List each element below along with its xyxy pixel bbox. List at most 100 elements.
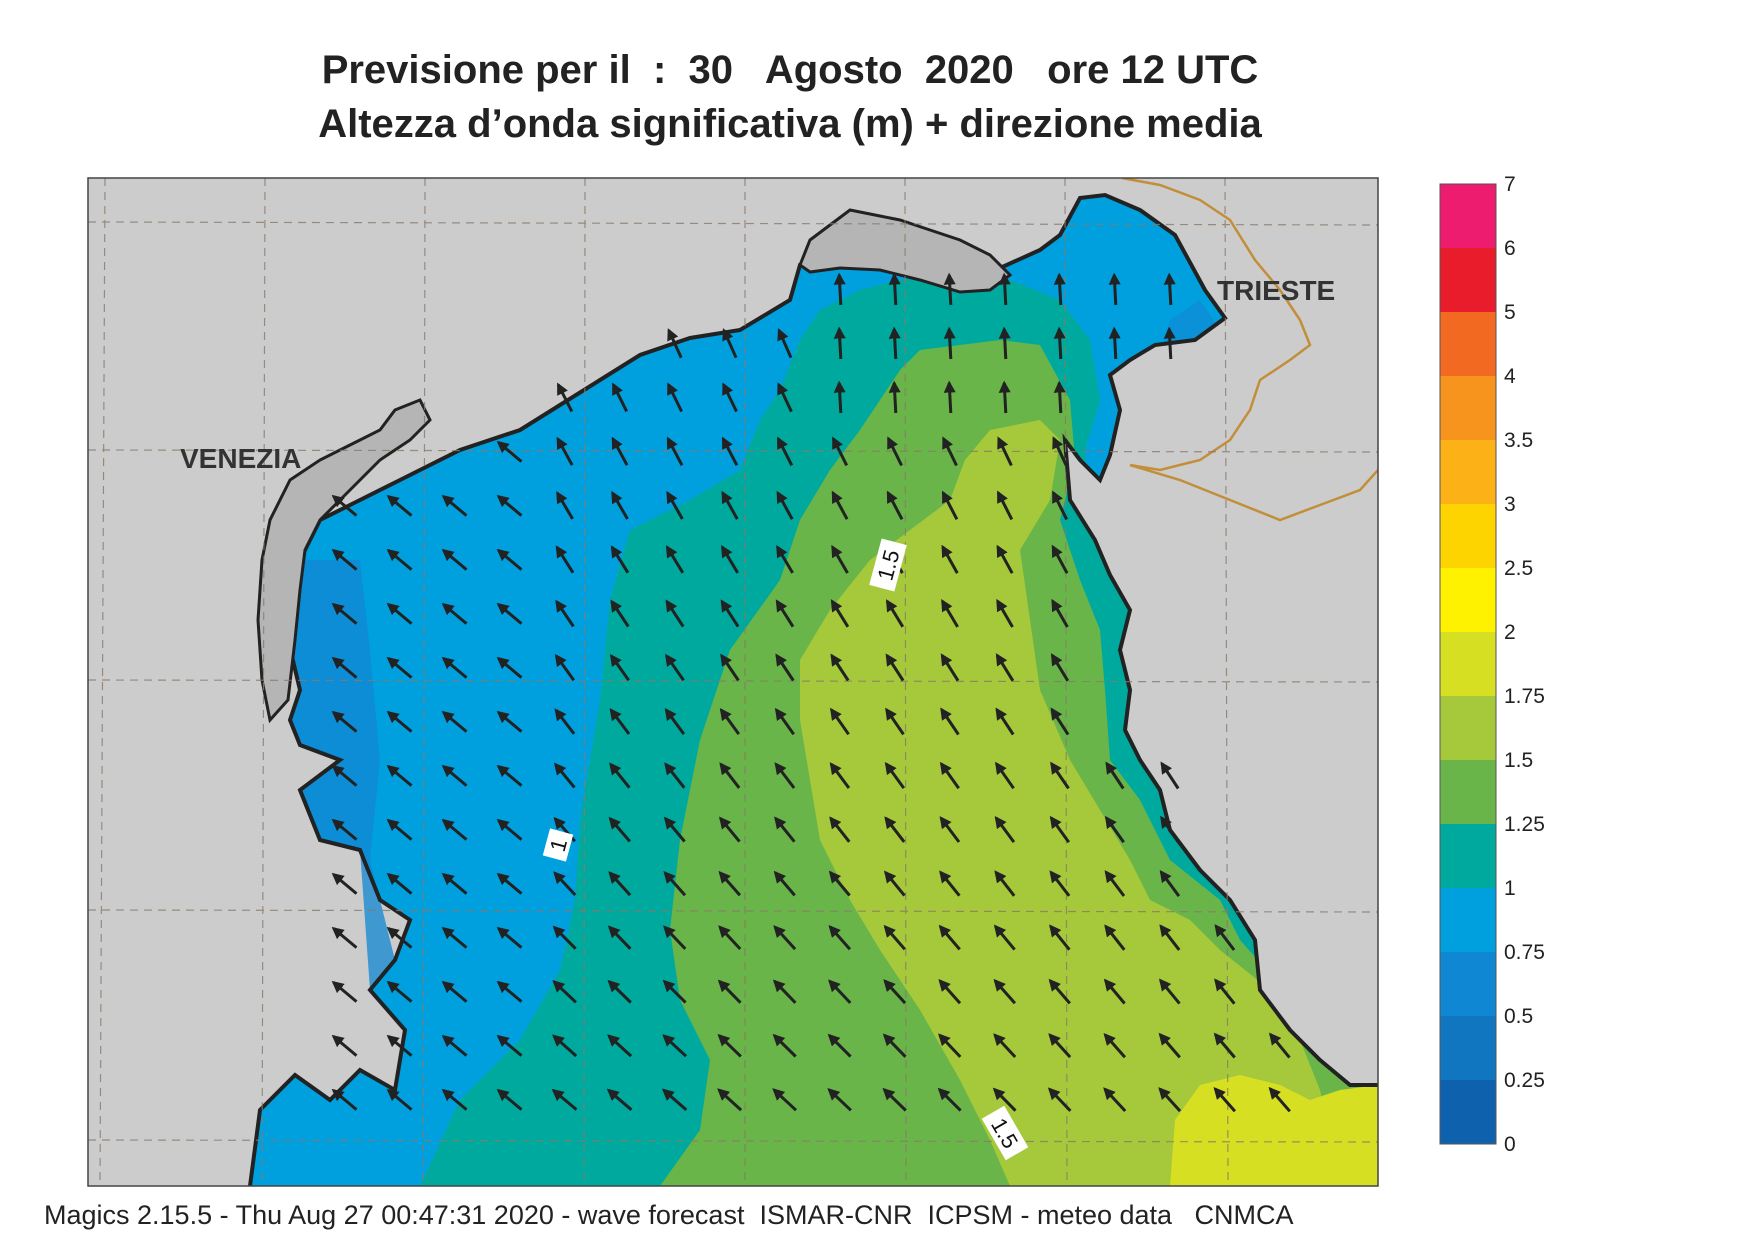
direction-arrow <box>1049 815 1071 844</box>
city-label-trieste: TRIESTE <box>1217 275 1335 306</box>
direction-arrow <box>943 272 956 306</box>
direction-arrow <box>441 1088 468 1111</box>
direction-arrow <box>882 1087 907 1112</box>
direction-arrow <box>609 762 631 789</box>
direction-arrow <box>496 602 523 625</box>
direction-arrow <box>553 871 577 897</box>
legend-swatch <box>1440 504 1496 568</box>
legend-swatch <box>1440 760 1496 824</box>
direction-arrow <box>722 328 738 359</box>
legend-swatch <box>1440 184 1496 248</box>
direction-arrow <box>998 326 1011 360</box>
legend-swatch <box>1440 696 1496 760</box>
direction-arrow <box>721 490 739 520</box>
direction-arrow <box>331 548 358 571</box>
direction-arrow <box>772 1033 797 1058</box>
direction-arrow <box>833 380 846 414</box>
direction-arrow <box>717 1088 743 1112</box>
direction-arrow <box>885 707 905 736</box>
border-line <box>1121 178 1312 472</box>
direction-arrow <box>776 545 794 574</box>
direction-arrow <box>331 818 358 841</box>
legend-swatch <box>1440 568 1496 632</box>
direction-arrow <box>1047 1087 1072 1112</box>
direction-arrow <box>884 816 906 843</box>
direction-arrow <box>331 764 358 787</box>
direction-arrow <box>607 979 632 1004</box>
wave-direction-arrows <box>331 272 1291 1113</box>
direction-arrow <box>551 1088 578 1111</box>
direction-arrow <box>552 925 577 950</box>
direction-arrow <box>941 490 959 520</box>
direction-arrow <box>331 656 358 679</box>
legend-level-label: 0.75 <box>1504 941 1545 964</box>
legend-swatch <box>1440 888 1496 952</box>
direction-arrow <box>552 980 577 1004</box>
direction-arrow <box>609 708 631 735</box>
direction-arrow <box>886 490 904 520</box>
direction-arrow <box>1104 815 1125 844</box>
direction-arrow <box>1103 978 1126 1005</box>
direction-arrow <box>386 1088 413 1111</box>
direction-arrow <box>386 872 413 895</box>
direction-arrow <box>611 490 629 520</box>
direction-arrow <box>556 382 574 413</box>
direction-arrow <box>331 494 358 517</box>
direction-arrow <box>554 653 576 682</box>
direction-arrow <box>662 1034 688 1058</box>
legend-swatch <box>1440 1016 1496 1080</box>
direction-arrow <box>663 816 686 843</box>
direction-arrow <box>496 710 523 733</box>
direction-arrow <box>611 382 629 413</box>
direction-arrow <box>496 440 523 463</box>
direction-arrow <box>1103 1033 1127 1059</box>
legend-level-label: 1.25 <box>1504 813 1545 836</box>
direction-arrow <box>774 816 796 843</box>
direction-arrow <box>938 1033 962 1058</box>
direction-arrow <box>1105 761 1125 790</box>
legend-frame <box>1439 183 1497 1145</box>
direction-arrow <box>719 707 741 735</box>
direction-arrow <box>666 490 684 520</box>
direction-arrow <box>827 1088 852 1112</box>
direction-arrow <box>496 656 523 679</box>
direction-arrow <box>720 599 740 628</box>
legend-swatch <box>1440 376 1496 440</box>
direction-arrow <box>993 1033 1017 1059</box>
map-title-line1: Previsione per il : 30 Agosto 2020 ore 1… <box>321 48 1259 92</box>
direction-arrow <box>998 380 1011 414</box>
legend-swatch <box>1440 952 1496 1016</box>
direction-arrow <box>386 818 413 841</box>
direction-arrow <box>993 978 1017 1005</box>
direction-arrow <box>662 979 687 1004</box>
direction-arrow <box>774 707 795 736</box>
direction-arrow <box>887 436 903 467</box>
direction-arrow <box>441 764 468 787</box>
direction-arrow <box>1158 1032 1181 1059</box>
direction-arrow <box>943 380 956 414</box>
direction-arrow <box>721 436 739 466</box>
direction-arrow <box>994 815 1016 843</box>
direction-arrow <box>606 1088 633 1111</box>
direction-arrow <box>496 926 523 949</box>
direction-arrow <box>1163 326 1176 360</box>
direction-arrow <box>441 818 468 841</box>
direction-arrow <box>661 1088 688 1112</box>
direction-arrow <box>940 707 960 736</box>
direction-arrow <box>717 1033 742 1058</box>
direction-arrow <box>611 436 629 466</box>
direction-arrow <box>665 653 685 682</box>
direction-arrow <box>386 602 413 625</box>
direction-arrow <box>1052 436 1068 467</box>
direction-arrow <box>774 762 796 789</box>
direction-arrow <box>607 925 632 950</box>
direction-arrow <box>718 870 742 897</box>
lat-lon-grid <box>88 178 1378 1186</box>
legend-level-label: 1.5 <box>1504 749 1533 772</box>
direction-arrow <box>610 599 630 628</box>
direction-arrow <box>331 980 358 1003</box>
legend-level-label: 3.5 <box>1504 429 1533 452</box>
legend-level-label: 1 <box>1504 877 1516 900</box>
direction-arrow <box>717 979 742 1004</box>
